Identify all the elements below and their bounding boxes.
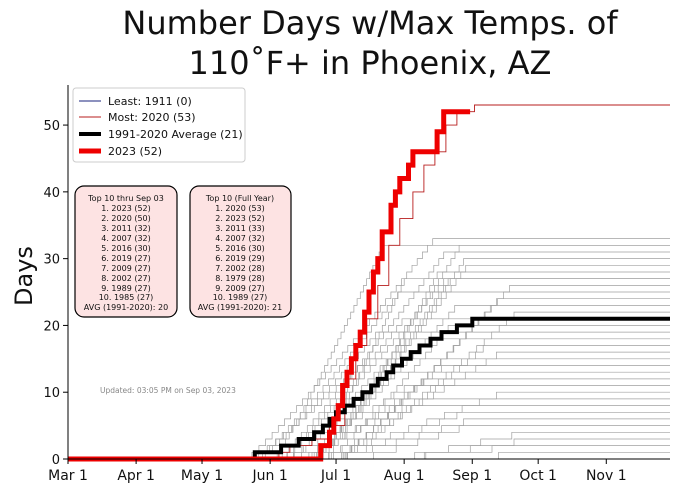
background-year-line: [68, 238, 670, 460]
info-box-1-frame: [74, 185, 178, 318]
x-tick-label: Jun 1: [252, 468, 288, 484]
info-box-2-line: 3. 2011 (33): [215, 224, 265, 233]
x-tick-label: May 1: [181, 468, 223, 484]
background-year-line: [68, 345, 670, 460]
info-box-1-line: 6. 2019 (27): [101, 254, 151, 263]
background-year-line: [68, 291, 670, 460]
y-axis-label: Days: [10, 246, 38, 306]
info-box-1-header: Top 10 thru Sep 03: [87, 194, 164, 203]
legend-frame: [72, 87, 246, 163]
info-box-2-header: Top 10 (Full Year): [205, 194, 274, 203]
x-tick-label: Oct 1: [519, 468, 557, 484]
info-box-2-line: 1. 2020 (53): [215, 204, 265, 213]
info-box-1-line: 8. 2002 (27): [101, 274, 151, 283]
chart-title-line-1: Number Days w/Max Temps. of: [122, 4, 618, 42]
background-year-line: [68, 391, 670, 460]
series-line-average: [68, 316, 670, 461]
background-year-line: [68, 385, 670, 460]
info-box-1-line: 4. 2007 (32): [101, 234, 151, 243]
background-year-line: [68, 305, 670, 460]
x-tick-label: Mar 1: [48, 468, 88, 484]
background-year-line: [68, 405, 670, 460]
info-box-2-frame: [189, 185, 292, 318]
info-box-2-line: 10. 1989 (27): [213, 293, 268, 302]
info-box-top10-thru-date: Top 10 thru Sep 03 1. 2023 (52) 2. 2020 …: [74, 185, 178, 318]
info-box-1-line: 2. 2020 (50): [101, 214, 151, 223]
info-box-1-line: 9. 1989 (27): [101, 284, 151, 293]
y-tick-label: 20: [43, 319, 60, 334]
info-box-2-line: 6. 2019 (29): [215, 254, 265, 263]
updated-timestamp: Updated: 03:05 PM on Sep 03, 2023: [100, 386, 236, 395]
axes: 0 10 20 30 40 50 Mar 1 Apr 1 May 1 Jun 1 Jul 1 Aug …: [43, 85, 670, 484]
info-box-1-line: 5. 2016 (30): [101, 244, 151, 253]
background-year-lines: [68, 238, 670, 460]
legend: Least: 1911 (0) Most: 2020 (53) 1991-202…: [72, 87, 246, 163]
info-box-1-footer: AVG (1991-2020): 20: [84, 303, 168, 312]
background-year-line: [68, 425, 670, 460]
info-box-1-line: 1. 2023 (52): [101, 204, 151, 213]
legend-label-least: Least: 1911 (0): [108, 95, 192, 108]
info-box-2-line: 5. 2016 (30): [215, 244, 265, 253]
legend-label-most: Most: 2020 (53): [108, 111, 196, 124]
info-box-2-line: 4. 2007 (32): [215, 234, 265, 243]
y-tick-label: 40: [43, 186, 60, 201]
x-tick-label: Nov 1: [586, 468, 627, 484]
info-box-1-line: 3. 2011 (32): [101, 224, 151, 233]
info-box-2-line: 8. 1979 (28): [215, 274, 265, 283]
legend-label-2023: 2023 (52): [108, 145, 162, 158]
y-tick-label: 0: [52, 453, 60, 468]
x-tick-label: Sep 1: [452, 468, 492, 484]
info-box-2-footer: AVG (1991-2020): 21: [198, 303, 282, 312]
x-tick-label: Aug 1: [384, 468, 425, 484]
info-box-top10-full-year: Top 10 (Full Year) 1. 2020 (53) 2. 2023 …: [189, 185, 292, 318]
info-box-2-line: 7. 2002 (28): [215, 264, 265, 273]
x-tick-label: Jul 1: [320, 468, 351, 484]
y-tick-label: 30: [43, 253, 60, 268]
legend-label-average: 1991-2020 Average (21): [108, 128, 243, 141]
series-line-2023: [68, 109, 471, 462]
info-box-2-line: 2. 2023 (52): [215, 214, 265, 223]
info-box-1-line: 10. 1985 (27): [99, 293, 154, 302]
y-tick-label: 50: [43, 119, 60, 134]
series-line-most: [68, 104, 670, 460]
chart-title-line-2: 110˚F+ in Phoenix, AZ: [189, 44, 552, 82]
background-year-line: [68, 358, 670, 460]
background-year-line: [68, 418, 670, 460]
background-year-line: [68, 331, 670, 460]
background-year-line: [68, 398, 670, 460]
x-tick-label: Apr 1: [117, 468, 155, 484]
info-box-1-line: 7. 2009 (27): [101, 264, 151, 273]
info-box-2-line: 9. 2009 (27): [215, 284, 265, 293]
y-tick-label: 10: [43, 386, 60, 401]
background-year-line: [68, 438, 670, 460]
